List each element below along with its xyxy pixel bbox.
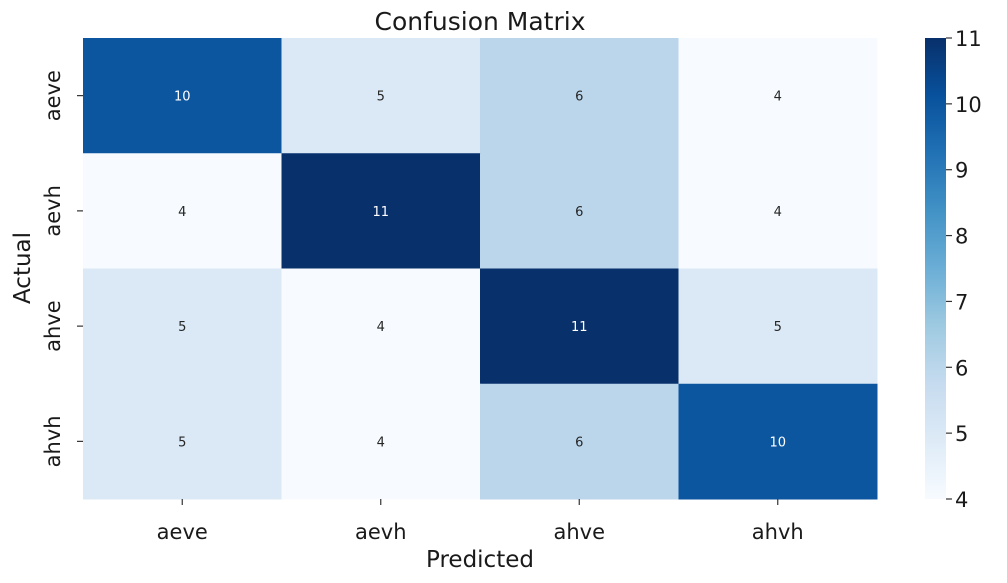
y-tick-label: aeve: [41, 70, 65, 121]
colorbar-tick-label: 11: [955, 27, 982, 51]
heatmap-cell: [678, 153, 878, 269]
x-tick-label: ahvh: [752, 520, 804, 544]
colorbar-tick-label: 8: [955, 225, 968, 249]
colorbar-tick-label: 7: [955, 290, 968, 314]
x-axis-title: Predicted: [426, 547, 534, 573]
cell-value-label: 5: [178, 320, 186, 335]
heatmap-cell: [83, 268, 282, 385]
heatmap-cell: [83, 383, 282, 500]
cell-value-label: 11: [571, 320, 588, 335]
heatmap-cell: [83, 38, 282, 154]
heatmap-cell: [678, 268, 878, 385]
cell-value-label: 5: [377, 90, 385, 105]
heatmap-cell: [480, 268, 679, 385]
cell-value-label: 6: [575, 90, 583, 105]
heatmap-cell: [678, 38, 878, 154]
heatmap-cell: [281, 268, 481, 385]
cell-value-label: 4: [178, 205, 186, 220]
cell-value-label: 10: [174, 90, 191, 105]
x-tick-label: ahve: [553, 520, 605, 544]
heatmap-cell: [480, 383, 679, 500]
colorbar: 4 5 6 7 8 9 10 11: [925, 27, 982, 512]
cell-value-label: 4: [774, 90, 782, 105]
heatmap-cell: [281, 383, 481, 500]
colorbar-tick-label: 5: [955, 422, 968, 446]
chart-title: Confusion Matrix: [374, 7, 585, 36]
heatmap-cell: [480, 153, 679, 269]
heatmap-cell: [83, 153, 282, 269]
cell-value-label: 5: [774, 320, 782, 335]
cell-value-label: 11: [372, 205, 389, 220]
colorbar-tick-label: 9: [955, 159, 968, 183]
heatmap-cell: [281, 38, 481, 154]
cell-value-label: 6: [575, 435, 583, 450]
cell-value-label: 10: [769, 435, 786, 450]
x-axis: aeve aevh ahve ahvh: [157, 499, 804, 544]
heatmap-cell: [480, 38, 679, 154]
colorbar-gradient: [925, 38, 946, 499]
x-tick-label: aevh: [355, 520, 407, 544]
y-axis-title: Actual: [10, 232, 36, 304]
y-tick-label: ahvh: [41, 415, 65, 467]
cell-value-label: 4: [774, 205, 782, 220]
cell-value-label: 4: [377, 435, 385, 450]
cell-value-label: 4: [377, 320, 385, 335]
heatmap-cell: [281, 153, 481, 269]
colorbar-tick-label: 4: [955, 488, 968, 512]
heatmap-cell: [678, 383, 878, 500]
x-tick-label: aeve: [157, 520, 208, 544]
cell-value-label: 5: [178, 435, 186, 450]
y-axis: aeve aevh ahve ahvh: [41, 70, 83, 467]
colorbar-tick-label: 6: [955, 356, 968, 380]
colorbar-tick-label: 10: [955, 93, 982, 117]
y-tick-label: aevh: [41, 185, 65, 237]
heatmap-cells: 10 5 6 4 4 11 6 4 5 4 11 5 5 4 6 10: [83, 38, 878, 500]
y-tick-label: ahve: [41, 300, 65, 352]
cell-value-label: 6: [575, 205, 583, 220]
